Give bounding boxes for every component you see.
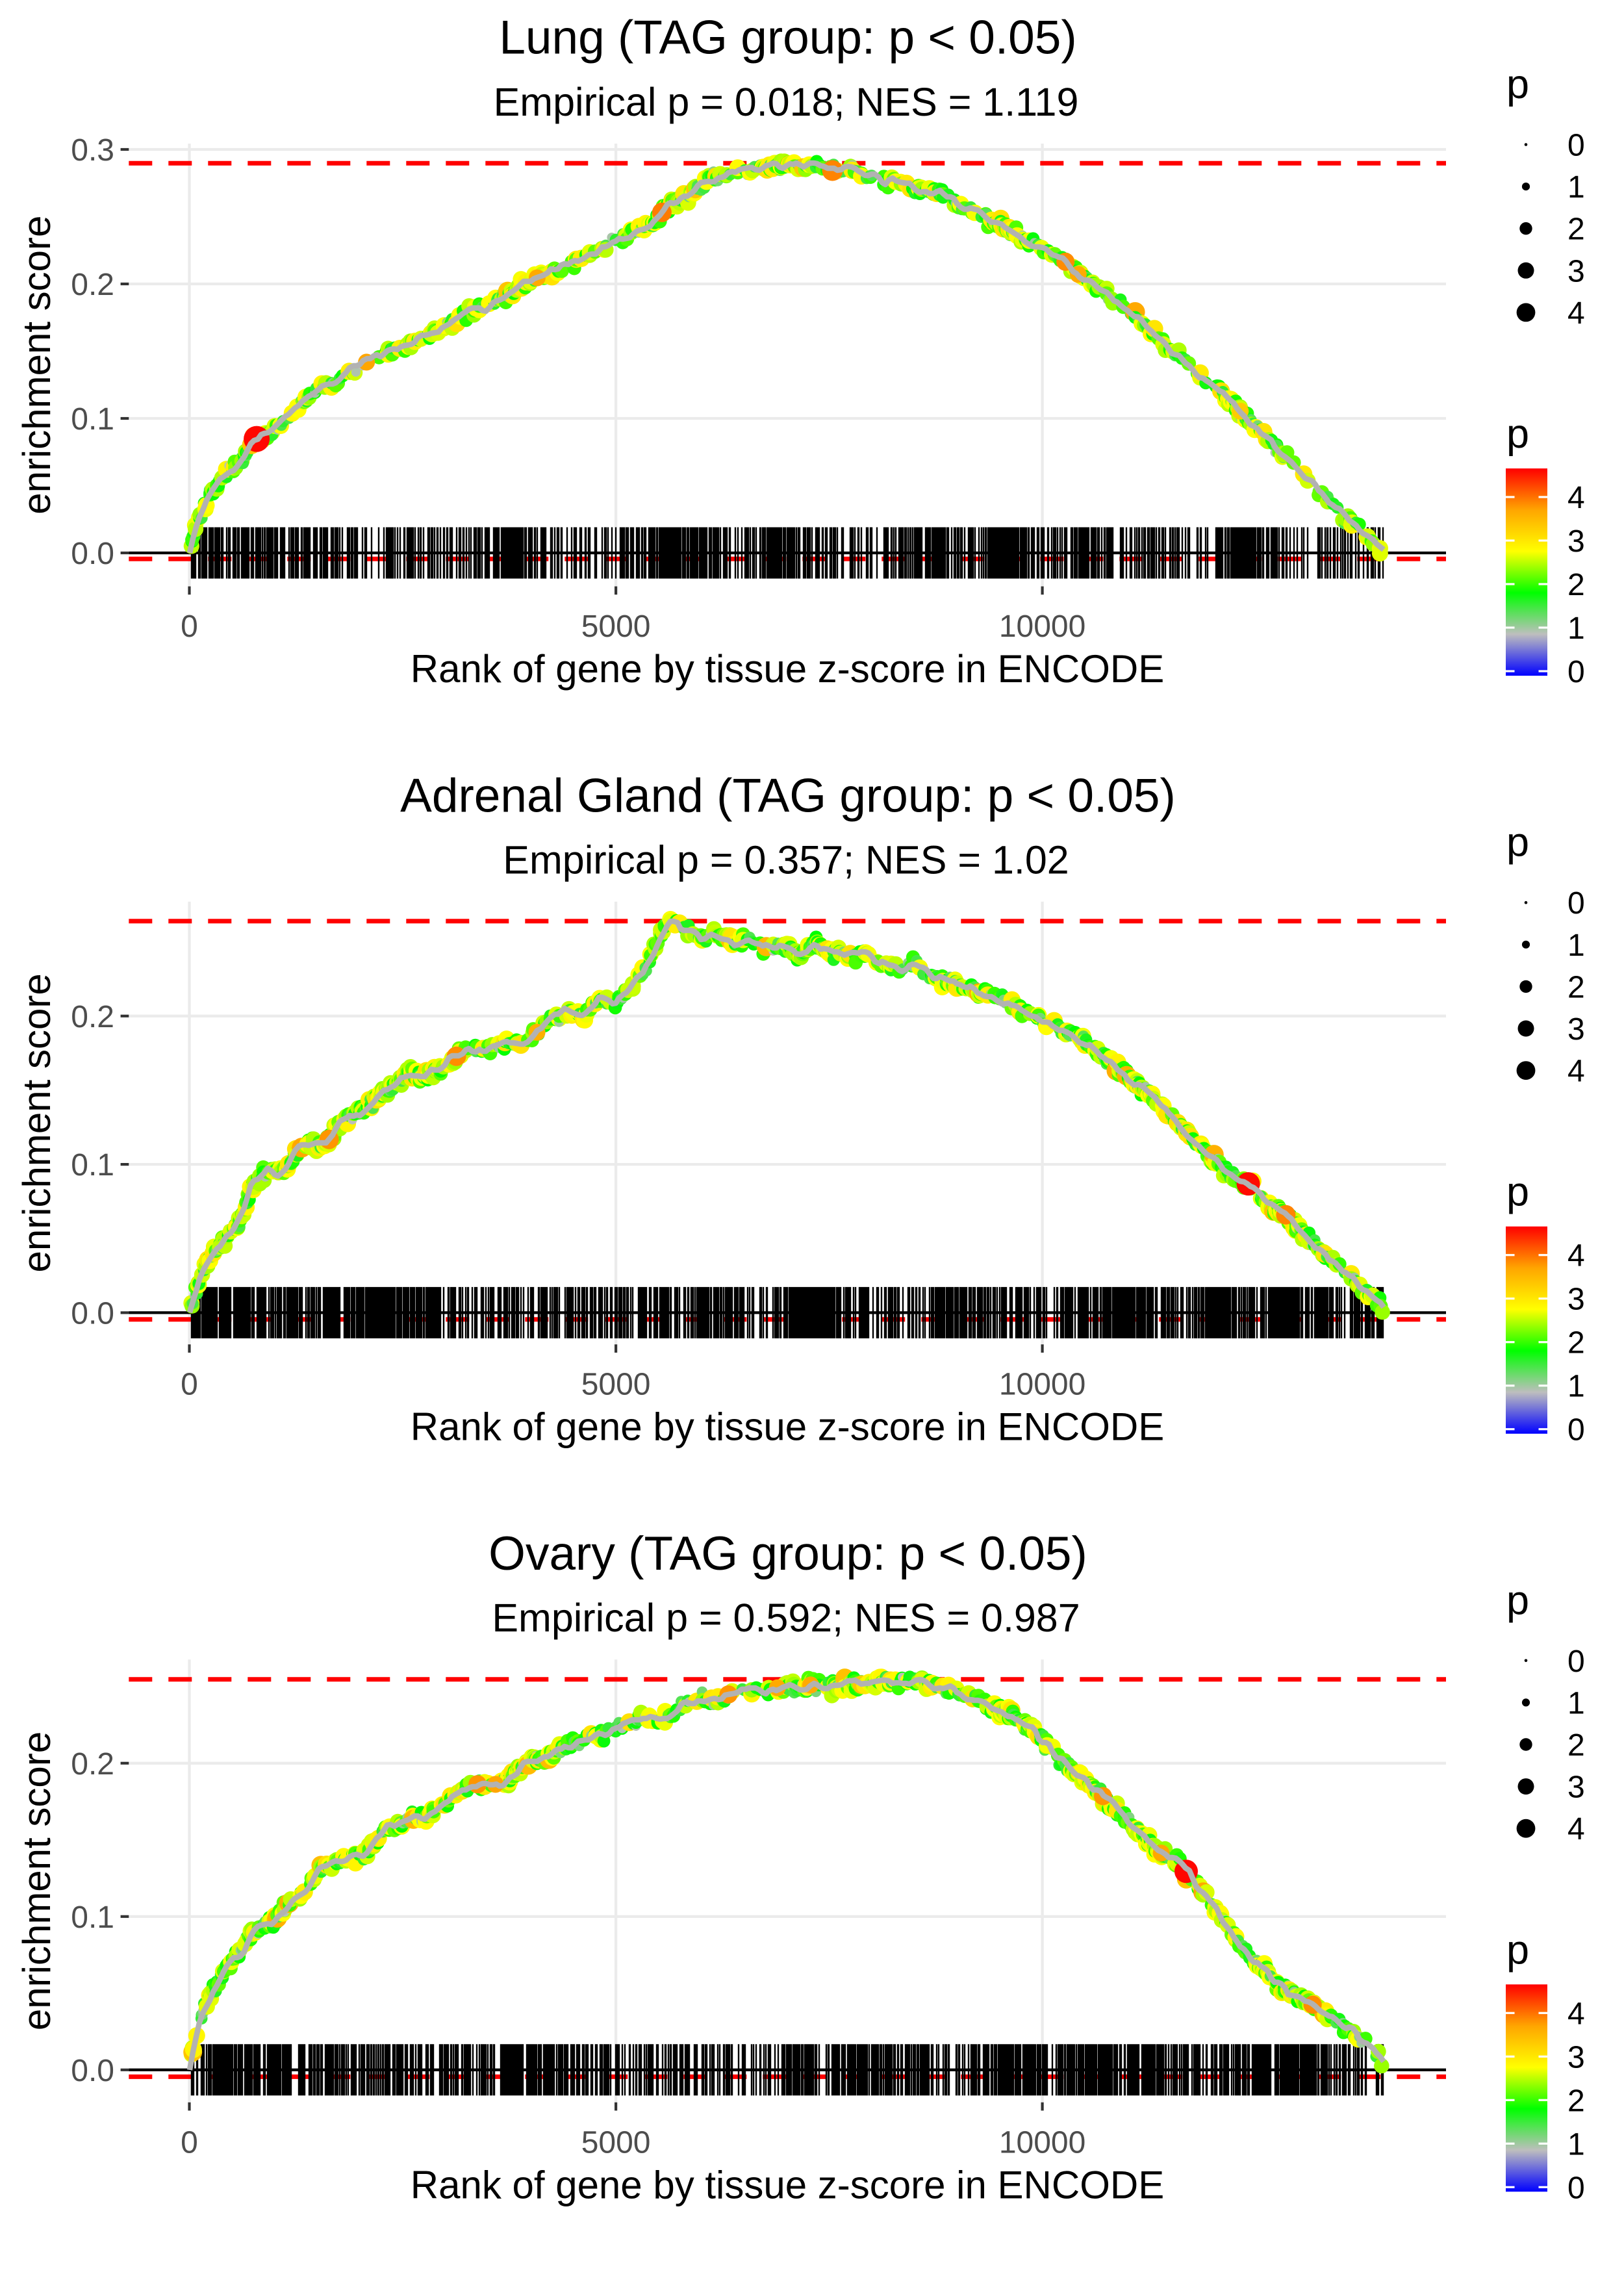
svg-text:4: 4 xyxy=(1567,1812,1585,1846)
svg-text:2: 2 xyxy=(1567,212,1585,247)
svg-text:0: 0 xyxy=(181,609,198,644)
svg-text:Rank of gene by tissue z-score: Rank of gene by tissue z-score in ENCODE xyxy=(411,647,1164,691)
svg-text:1: 1 xyxy=(1567,1686,1585,1720)
svg-text:3: 3 xyxy=(1567,1770,1585,1805)
svg-text:3: 3 xyxy=(1567,2040,1585,2075)
svg-text:3: 3 xyxy=(1567,1012,1585,1047)
svg-text:2: 2 xyxy=(1567,568,1585,602)
svg-text:p: p xyxy=(1506,411,1529,457)
svg-text:0: 0 xyxy=(1567,886,1585,921)
svg-text:5000: 5000 xyxy=(581,609,651,644)
svg-text:2: 2 xyxy=(1567,1728,1585,1763)
svg-text:3: 3 xyxy=(1567,254,1585,288)
svg-text:4: 4 xyxy=(1567,1997,1585,2031)
svg-text:3: 3 xyxy=(1567,1283,1585,1317)
svg-text:p: p xyxy=(1506,1927,1529,1973)
svg-text:0.3: 0.3 xyxy=(71,133,114,168)
svg-text:0.1: 0.1 xyxy=(71,1148,114,1182)
svg-text:Ovary (TAG group: p < 0.05): Ovary (TAG group: p < 0.05) xyxy=(488,1527,1087,1580)
svg-text:0.1: 0.1 xyxy=(71,1900,114,1935)
svg-text:0.2: 0.2 xyxy=(71,1000,114,1034)
svg-text:0: 0 xyxy=(1567,655,1585,689)
svg-text:Lung (TAG group: p < 0.05): Lung (TAG group: p < 0.05) xyxy=(499,12,1076,64)
svg-text:1: 1 xyxy=(1567,928,1585,963)
svg-text:p: p xyxy=(1506,1578,1529,1623)
svg-text:5000: 5000 xyxy=(581,2125,651,2160)
svg-text:enrichment score: enrichment score xyxy=(15,973,58,1272)
svg-text:enrichment score: enrichment score xyxy=(15,216,58,515)
svg-text:5000: 5000 xyxy=(581,1368,651,1402)
svg-text:p: p xyxy=(1506,1169,1529,1215)
svg-text:p: p xyxy=(1506,820,1529,865)
svg-text:Empirical p = 0.357; NES = 1.0: Empirical p = 0.357; NES = 1.02 xyxy=(503,838,1069,882)
svg-text:Adrenal Gland (TAG group: p <: Adrenal Gland (TAG group: p < 0.05) xyxy=(400,769,1176,822)
svg-text:0: 0 xyxy=(1567,1644,1585,1679)
svg-text:0: 0 xyxy=(1567,2171,1585,2205)
svg-text:0: 0 xyxy=(181,1368,198,1402)
svg-text:Empirical p = 0.018; NES = 1.1: Empirical p = 0.018; NES = 1.119 xyxy=(494,80,1079,124)
svg-text:0.1: 0.1 xyxy=(71,402,114,437)
svg-text:4: 4 xyxy=(1567,296,1585,331)
svg-text:1: 1 xyxy=(1567,2127,1585,2162)
svg-text:3: 3 xyxy=(1567,524,1585,559)
svg-text:0: 0 xyxy=(181,2125,198,2160)
svg-text:0: 0 xyxy=(1567,129,1585,163)
svg-text:10000: 10000 xyxy=(999,1368,1085,1402)
svg-text:p: p xyxy=(1506,62,1529,107)
svg-text:1: 1 xyxy=(1567,1370,1585,1404)
svg-text:0: 0 xyxy=(1567,1413,1585,1448)
svg-text:enrichment score: enrichment score xyxy=(15,1731,58,2030)
svg-text:Empirical p = 0.592; NES = 0.9: Empirical p = 0.592; NES = 0.987 xyxy=(492,1596,1080,1640)
svg-text:2: 2 xyxy=(1567,1326,1585,1361)
svg-text:4: 4 xyxy=(1567,1239,1585,1273)
svg-text:2: 2 xyxy=(1567,2084,1585,2118)
svg-text:1: 1 xyxy=(1567,170,1585,205)
svg-text:Rank of gene by tissue z-score: Rank of gene by tissue z-score in ENCODE xyxy=(411,2163,1164,2206)
svg-text:10000: 10000 xyxy=(999,2125,1085,2160)
svg-text:4: 4 xyxy=(1567,481,1585,515)
svg-text:4: 4 xyxy=(1567,1054,1585,1089)
svg-text:10000: 10000 xyxy=(999,609,1085,644)
svg-text:0.0: 0.0 xyxy=(71,537,114,571)
svg-text:1: 1 xyxy=(1567,611,1585,646)
svg-text:0.0: 0.0 xyxy=(71,1296,114,1331)
svg-text:2: 2 xyxy=(1567,970,1585,1004)
svg-text:0.0: 0.0 xyxy=(71,2054,114,2088)
svg-text:0.2: 0.2 xyxy=(71,1747,114,1782)
svg-text:Rank of gene by tissue z-score: Rank of gene by tissue z-score in ENCODE xyxy=(411,1405,1164,1449)
svg-text:0.2: 0.2 xyxy=(71,268,114,302)
